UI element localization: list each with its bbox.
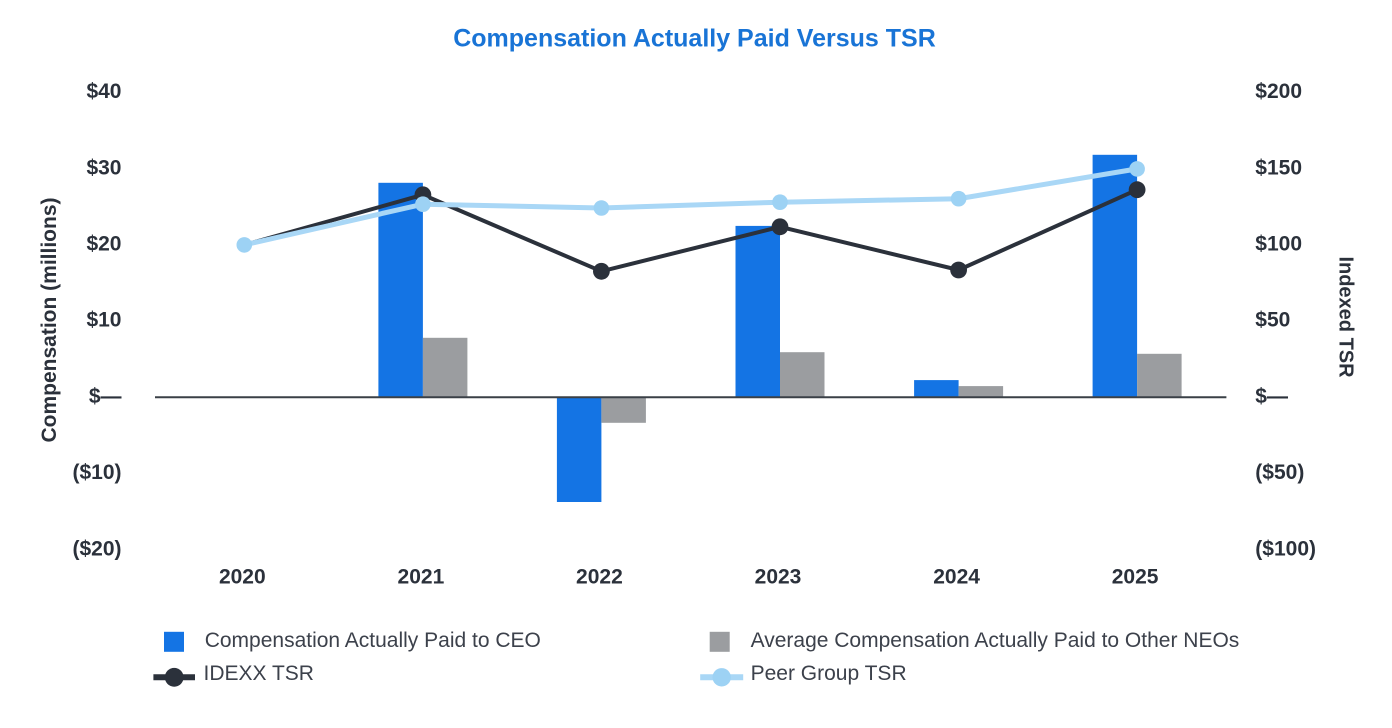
svg-text:$—: $— xyxy=(89,385,122,408)
svg-text:Average Compensation Actually: Average Compensation Actually Paid to Ot… xyxy=(751,629,1240,652)
svg-text:2021: 2021 xyxy=(398,566,445,589)
svg-text:$200: $200 xyxy=(1255,80,1302,103)
svg-text:$30: $30 xyxy=(86,156,121,179)
svg-text:Peer Group TSR: Peer Group TSR xyxy=(751,662,907,685)
svg-text:IDEXX TSR: IDEXX TSR xyxy=(204,662,314,685)
svg-text:Compensation Actually Paid to: Compensation Actually Paid to CEO xyxy=(205,629,541,652)
svg-text:$10: $10 xyxy=(86,309,121,332)
svg-text:$50: $50 xyxy=(1255,309,1290,332)
svg-text:$100: $100 xyxy=(1255,233,1302,256)
svg-text:$40: $40 xyxy=(86,80,121,103)
svg-text:2022: 2022 xyxy=(576,566,623,589)
svg-text:Indexed TSR: Indexed TSR xyxy=(1335,256,1357,378)
svg-text:Compensation Actually Paid Ver: Compensation Actually Paid Versus TSR xyxy=(453,25,936,53)
svg-text:2025: 2025 xyxy=(1112,566,1159,589)
svg-text:$—: $— xyxy=(1255,385,1288,408)
svg-text:$20: $20 xyxy=(86,233,121,256)
svg-text:2020: 2020 xyxy=(219,566,266,589)
svg-text:2023: 2023 xyxy=(755,566,802,589)
svg-text:2024: 2024 xyxy=(933,566,980,589)
svg-text:($50): ($50) xyxy=(1255,461,1304,484)
svg-text:$150: $150 xyxy=(1255,156,1302,179)
svg-text:($100): ($100) xyxy=(1255,537,1316,560)
svg-text:($10): ($10) xyxy=(72,461,121,484)
svg-text:($20): ($20) xyxy=(72,537,121,560)
svg-text:Compensation (millions): Compensation (millions) xyxy=(38,197,61,442)
